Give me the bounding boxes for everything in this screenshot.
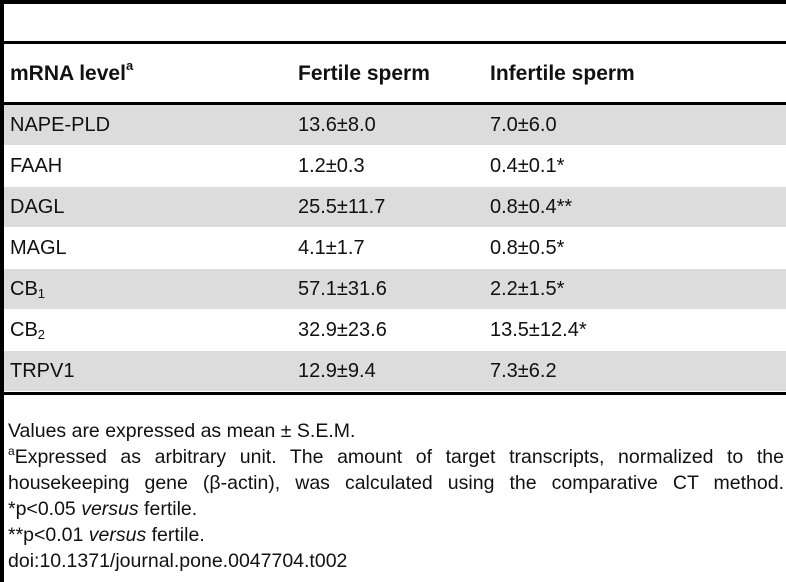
gene-cell: CB2 — [10, 318, 45, 342]
gene-cell: MAGL — [10, 236, 67, 260]
infertile-value: 0.8±0.5* — [490, 237, 565, 259]
infertile-value: 2.2±1.5* — [490, 278, 565, 300]
footnote-p05: *p<0.05 versus fertile. — [8, 496, 784, 522]
top-rule — [4, 0, 786, 4]
gene-name: TRPV1 — [10, 360, 75, 382]
table-body: NAPE-PLD 13.6±8.0 7.0±6.0 FAAH 1.2±0.3 0… — [4, 105, 786, 392]
gene-cell: TRPV1 — [10, 359, 74, 383]
table-footnotes: Values are expressed as mean ± S.E.M. aE… — [8, 418, 784, 574]
footnote-p01-suffix: fertile. — [146, 524, 205, 546]
gene-name: CB — [10, 319, 38, 341]
infertile-value: 0.8±0.4** — [490, 196, 573, 218]
fertile-value: 32.9±23.6 — [298, 319, 387, 341]
infertile-value: 13.5±12.4* — [490, 319, 587, 341]
header-mrna-level: mRNA levela — [10, 58, 134, 87]
gene-name: NAPE-PLD — [10, 114, 111, 136]
header-fertile-sperm: Fertile sperm — [298, 62, 430, 85]
table-bottom-rule — [4, 392, 786, 395]
footnote-p01-prefix: **p<0.01 — [8, 524, 89, 546]
footnote-p05-versus: versus — [81, 498, 139, 520]
fertile-value: 12.9±9.4 — [298, 360, 376, 382]
footnote-p05-suffix: fertile. — [138, 498, 198, 520]
table-row: DAGL 25.5±11.7 0.8±0.4** — [4, 187, 786, 228]
header-top-rule — [4, 41, 786, 44]
fertile-value: 25.5±11.7 — [298, 196, 386, 218]
infertile-value: 7.0±6.0 — [490, 114, 557, 136]
gene-cell: DAGL — [10, 195, 64, 219]
footnote-p01: **p<0.01 versus fertile. — [8, 522, 784, 548]
gene-name: CB — [10, 278, 38, 300]
footnote-a-text: Expressed as arbitrary unit. The amount … — [8, 446, 784, 494]
left-border-rule — [0, 0, 4, 582]
footnote-p01-versus: versus — [88, 524, 147, 546]
gene-name: MAGL — [10, 237, 67, 259]
table-row: NAPE-PLD 13.6±8.0 7.0±6.0 — [4, 105, 786, 146]
values-note: Values are expressed as mean ± S.E.M. — [8, 420, 356, 442]
footnote-a-marker: a — [8, 443, 15, 458]
gene-cell: FAAH — [10, 154, 62, 178]
gene-subscript: 2 — [37, 327, 46, 342]
table-row: TRPV1 12.9±9.4 7.3±6.2 — [4, 351, 786, 392]
gene-name: DAGL — [10, 196, 65, 218]
gene-name: FAAH — [10, 155, 63, 177]
doi-link[interactable]: doi:10.1371/journal.pone.0047704.t002 — [8, 550, 348, 572]
table-row: CB1 57.1±31.6 2.2±1.5* — [4, 269, 786, 310]
gene-subscript: 1 — [37, 286, 46, 301]
table-row: FAAH 1.2±0.3 0.4±0.1* — [4, 146, 786, 187]
fertile-value: 4.1±1.7 — [298, 237, 365, 259]
header-bottom-rule — [4, 102, 786, 105]
gene-cell: NAPE-PLD — [10, 113, 110, 137]
infertile-value: 0.4±0.1* — [490, 155, 565, 177]
footnote-p05-prefix: *p<0.05 — [8, 498, 82, 520]
gene-cell: CB1 — [10, 277, 45, 301]
header-mrna-level-text: mRNA level — [10, 62, 126, 85]
fertile-value: 1.2±0.3 — [298, 155, 365, 177]
footnote-a: aExpressed as arbitrary unit. The amount… — [8, 444, 784, 496]
table-row: MAGL 4.1±1.7 0.8±0.5* — [4, 228, 786, 269]
infertile-value: 7.3±6.2 — [490, 360, 557, 382]
header-footnote-marker: a — [125, 58, 134, 73]
fertile-value: 13.6±8.0 — [298, 114, 376, 136]
header-infertile-sperm: Infertile sperm — [490, 62, 635, 85]
fertile-value: 57.1±31.6 — [298, 278, 387, 300]
table-row: CB2 32.9±23.6 13.5±12.4* — [4, 310, 786, 351]
